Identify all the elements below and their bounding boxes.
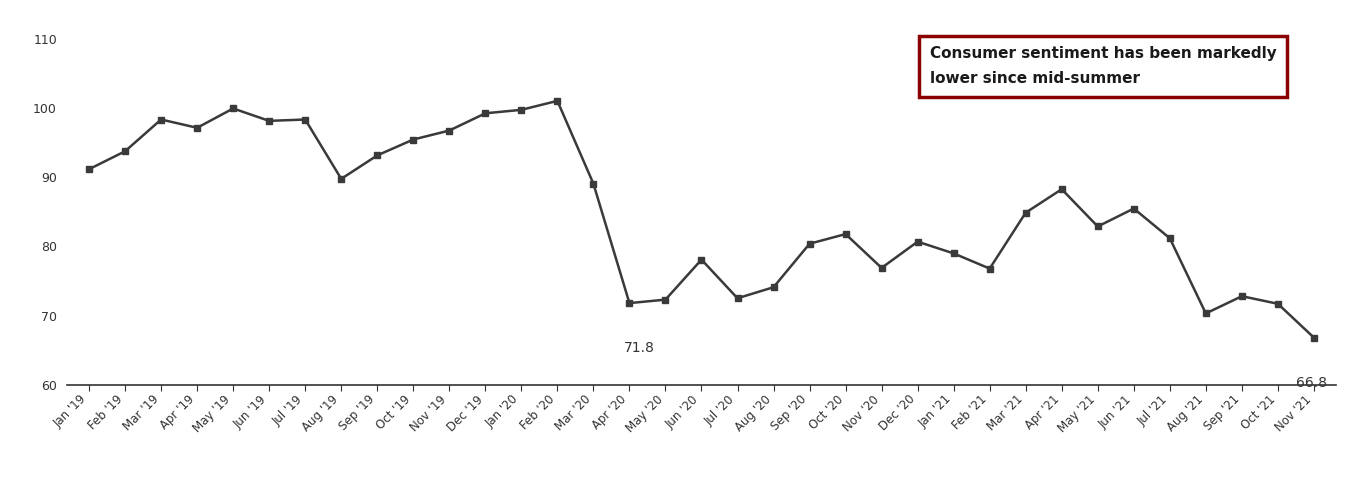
Text: Consumer sentiment has been markedly
lower since mid-summer: Consumer sentiment has been markedly low… [929,46,1276,86]
Text: 66.8: 66.8 [1296,376,1327,389]
Text: 71.8: 71.8 [625,341,654,355]
